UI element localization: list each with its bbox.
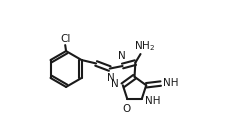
Text: N: N: [107, 73, 114, 83]
Text: N: N: [118, 51, 126, 61]
Text: O: O: [123, 104, 131, 115]
Text: NH$_2$: NH$_2$: [134, 39, 155, 53]
Text: N: N: [111, 79, 119, 89]
Text: NH: NH: [145, 96, 161, 106]
Text: NH: NH: [163, 78, 179, 88]
Text: Cl: Cl: [60, 34, 70, 44]
